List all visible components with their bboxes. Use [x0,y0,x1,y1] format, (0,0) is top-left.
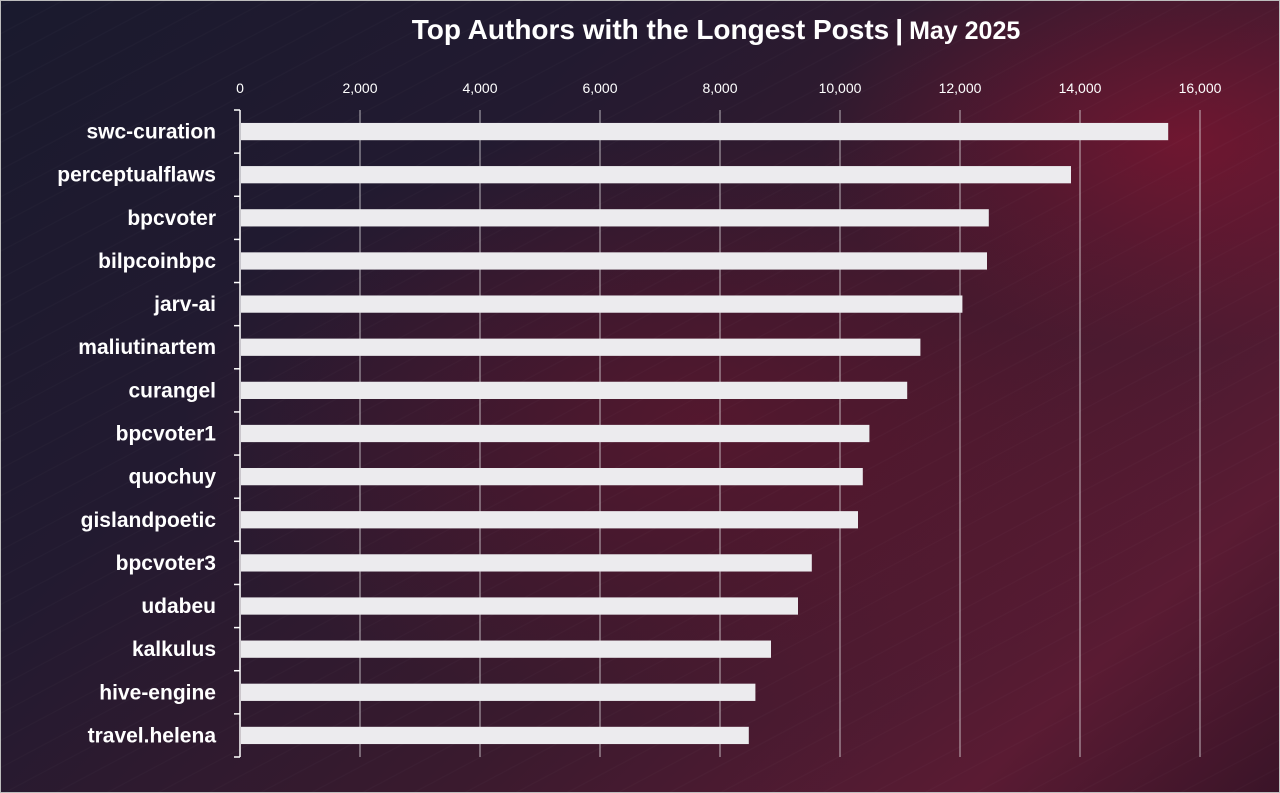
category-label: bpcvoter3 [116,552,216,575]
bar [241,511,858,529]
bar [241,726,749,745]
category-label: curangel [128,379,216,402]
category-label: jarv-ai [153,293,216,316]
category-label: hive-engine [99,681,216,704]
bar [241,295,963,313]
x-tick-label: 0 [236,80,244,96]
x-tick-label: 2,000 [342,80,377,96]
bar [241,381,908,399]
x-tick-label: 12,000 [939,80,982,96]
bar [241,209,989,227]
chart-title-period: May 2025 [909,17,1021,45]
x-tick-label: 8,000 [702,80,737,96]
category-label: bpcvoter1 [116,423,217,446]
category-label: travel.helena [88,724,217,747]
category-label: quochuy [129,466,217,489]
category-label: gislandpoetic [81,509,217,532]
x-tick-label: 6,000 [582,80,617,96]
category-label: perceptualflaws [57,164,216,187]
bar [241,122,1169,141]
bar [241,338,921,356]
chart-title-main: Top Authors with the Longest Posts [411,14,890,45]
category-label: udabeu [141,595,216,618]
x-tick-label: 16,000 [1179,80,1222,96]
category-label: bpcvoter [127,207,216,230]
category-label: swc-curation [86,121,216,144]
category-label: bilpcoinbpc [98,250,216,273]
category-label: maliutinartem [78,336,216,359]
bar [241,468,863,486]
category-label: kalkulus [132,638,216,661]
bar [241,554,812,572]
bar [241,597,798,615]
bar [241,640,771,658]
bar [241,683,756,701]
x-tick-label: 14,000 [1059,80,1102,96]
bar [241,424,870,443]
bar [241,166,1071,184]
chart-title: Top Authors with the Longest Posts | May 2… [0,14,1280,46]
bar [241,252,987,270]
chart-title-separator: | [895,14,904,45]
x-tick-label: 4,000 [462,80,497,96]
x-tick-label: 10,000 [819,80,862,96]
